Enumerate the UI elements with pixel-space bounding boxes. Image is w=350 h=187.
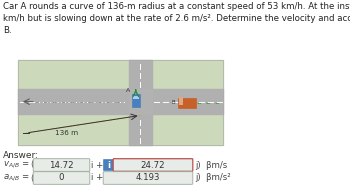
Text: j)  βm/s²: j) βm/s² xyxy=(195,174,231,183)
FancyBboxPatch shape xyxy=(33,159,90,171)
FancyBboxPatch shape xyxy=(104,160,113,171)
Text: $v_{A/B}$ =: $v_{A/B}$ = xyxy=(3,160,30,170)
FancyBboxPatch shape xyxy=(103,172,193,184)
Bar xyxy=(18,60,223,145)
Text: 14.72: 14.72 xyxy=(49,160,74,169)
Text: $a_{A/B}$ =: $a_{A/B}$ = xyxy=(3,173,30,183)
Bar xyxy=(129,60,152,145)
Text: (: ( xyxy=(30,160,33,169)
FancyBboxPatch shape xyxy=(113,159,193,171)
Text: j)  βm/s: j) βm/s xyxy=(195,160,227,169)
Text: Answer:: Answer: xyxy=(3,151,39,160)
Text: 136 m: 136 m xyxy=(55,130,78,136)
Bar xyxy=(129,89,152,114)
Text: B: B xyxy=(172,100,175,105)
Bar xyxy=(178,98,196,108)
Text: i: i xyxy=(107,160,110,169)
Bar xyxy=(133,96,139,99)
Bar xyxy=(132,94,140,107)
Bar xyxy=(179,97,183,105)
Bar xyxy=(18,60,223,145)
Text: A: A xyxy=(126,88,130,93)
Text: 24.72: 24.72 xyxy=(141,160,165,169)
Text: (: ( xyxy=(30,174,33,183)
Text: Car A rounds a curve of 136-m radius at a constant speed of 53 km/h. At the inst: Car A rounds a curve of 136-m radius at … xyxy=(3,2,350,35)
Text: 4.193: 4.193 xyxy=(136,174,160,183)
Text: i +: i + xyxy=(91,174,103,183)
Text: 0: 0 xyxy=(59,174,64,183)
Text: i +: i + xyxy=(91,160,103,169)
FancyBboxPatch shape xyxy=(33,172,90,184)
Bar xyxy=(18,89,223,114)
